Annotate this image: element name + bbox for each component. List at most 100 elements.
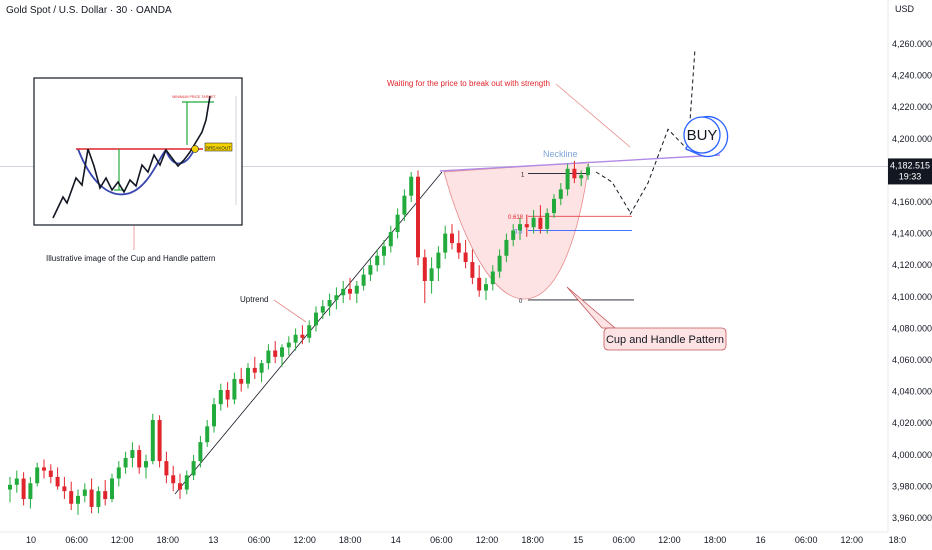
price-tick-label: 4,160.000 (892, 197, 932, 207)
candle-body (470, 262, 475, 278)
time-tick-label: 18:00 (704, 535, 727, 545)
candle-body (586, 167, 590, 176)
candle-body (307, 325, 312, 338)
candles (8, 160, 590, 515)
cup-callout-box (603, 327, 727, 351)
current-price-badge: 4,182.515 19:33 (888, 158, 932, 185)
candle-body (348, 288, 352, 294)
candle-body (157, 420, 162, 462)
candle-body (225, 390, 230, 400)
price-tick-label: 4,140.000 (892, 229, 932, 239)
fib-level-label: 0.5 (514, 229, 523, 235)
candle-body (300, 334, 305, 338)
neckline-label: Neckline (543, 149, 578, 159)
candle-body (545, 213, 550, 229)
candle-body (116, 467, 121, 479)
inset-caption: Illustrative image of the Cup and Handle… (46, 254, 215, 263)
candle-body (198, 442, 203, 462)
candle-body (538, 217, 543, 229)
candle-body (110, 478, 114, 500)
candle-body (21, 478, 26, 500)
time-tick-label: 13 (208, 535, 218, 545)
candle-body (565, 168, 570, 190)
price-tick-label: 4,080.000 (892, 323, 932, 333)
time-tick-label: 18:00 (157, 535, 180, 545)
candle-body (375, 255, 380, 266)
candle-body (327, 299, 332, 307)
candle-body (524, 224, 529, 228)
neckline (439, 154, 721, 172)
time-tick-label: 15 (573, 535, 583, 545)
time-tick-label: 12:00 (841, 535, 864, 545)
candle-body (280, 347, 284, 357)
candle-body (429, 268, 434, 281)
handle-projection (595, 171, 631, 213)
buy-callout[interactable]: BUY (683, 115, 729, 158)
candle-body (334, 295, 339, 300)
time-tick-label: 18:00 (339, 535, 362, 545)
candle-body (246, 367, 250, 384)
candle-body (62, 486, 67, 492)
countdown-value: 19:33 (899, 171, 922, 181)
candle-body (416, 176, 420, 258)
time-tick-label: 06:00 (65, 535, 88, 545)
candle-body (395, 214, 400, 233)
candle-body (511, 230, 516, 240)
candle-body (293, 334, 298, 343)
price-tick-label: 4,060.000 (892, 355, 932, 365)
candle-body (368, 265, 373, 275)
candle-body (69, 491, 74, 504)
wait-text: Waiting for the price to break out with … (387, 79, 550, 88)
time-axis[interactable]: 10 06:00 12:00 18:00 13 06:00 12:00 18:00 14 06:0… (26, 535, 906, 545)
currency-label: USD (895, 4, 915, 14)
price-tick-label: 4,200.000 (892, 134, 932, 144)
candle-body (436, 252, 441, 269)
candle-body (150, 420, 155, 462)
candle-body (518, 224, 522, 231)
candle-body (28, 483, 33, 500)
uptrend-arrow (273, 299, 307, 323)
time-tick-label: 18:0 (889, 535, 907, 545)
price-axis[interactable]: 4,260.000 4,240.000 4,220.000 4,200.000 4,18… (892, 39, 932, 523)
candle-body (76, 495, 80, 504)
price-tick-label: 4,000.000 (892, 450, 932, 460)
time-tick-label: 06:00 (248, 535, 271, 545)
candle-body (273, 350, 278, 357)
candle-body (286, 342, 291, 348)
candle-body (239, 378, 244, 384)
candle-body (450, 233, 454, 244)
candle-body (35, 467, 40, 484)
candle-body (48, 470, 53, 477)
candle-body (89, 489, 94, 507)
price-tick-label: 4,100.000 (892, 292, 932, 302)
fib-level-label: 0 (519, 299, 523, 305)
candle-body (443, 233, 448, 253)
inset-target-label: MINIMUM PRICE TARGET (172, 95, 216, 99)
candle-body (130, 450, 135, 458)
price-tick-label: 4,020.000 (892, 418, 932, 428)
candle-body (456, 243, 461, 253)
candle-body (484, 284, 488, 291)
candle-body (477, 277, 482, 291)
candle-body (212, 404, 216, 427)
candle-body (572, 168, 577, 179)
inset-breakout-label: BREAKOUT (206, 146, 231, 151)
candle-body (232, 378, 237, 400)
candle-body (137, 450, 142, 468)
candle-body (96, 491, 101, 507)
candle-body (497, 255, 502, 272)
candle-body (382, 246, 386, 256)
current-price-value: 4,182.515 (890, 160, 930, 170)
time-tick-label: 16 (756, 535, 766, 545)
time-tick-label: 06:00 (430, 535, 453, 545)
candle-body (354, 285, 359, 294)
time-tick-label: 06:00 (613, 535, 636, 545)
time-tick-label: 06:00 (795, 535, 818, 545)
candle-body (388, 232, 393, 247)
price-tick-label: 4,040.000 (892, 387, 932, 397)
candle-body (463, 252, 468, 263)
price-tick-label: 4,260.000 (892, 39, 932, 49)
price-tick-label: 4,120.000 (892, 260, 932, 270)
fib-levels: 1 0.618 0.5 0 (508, 173, 634, 305)
